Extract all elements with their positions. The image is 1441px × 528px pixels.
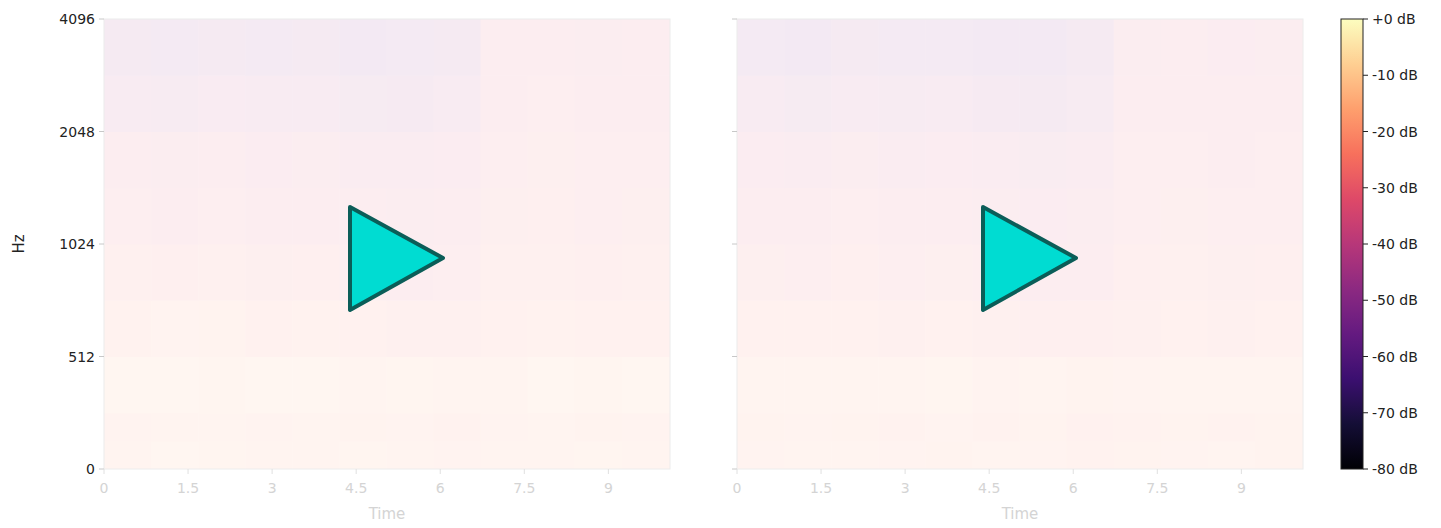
colorbar-tick: [1363, 187, 1368, 188]
x-tick: [188, 469, 189, 474]
x-tick-label: 9: [604, 480, 613, 496]
x-axis-title: Time: [1001, 505, 1039, 523]
x-tick: [989, 469, 990, 474]
x-tick: [905, 469, 906, 474]
x-tick-label: 0: [100, 480, 109, 496]
y-tick: [99, 356, 104, 357]
y-tick: [732, 19, 737, 20]
y-axis-title: Hz: [10, 234, 28, 253]
y-tick-label: 2048: [59, 124, 95, 140]
colorbar-tick-label: -80 dB: [1372, 461, 1418, 477]
colorbar-tick: [1363, 300, 1368, 301]
colorbar-tick: [1363, 469, 1368, 470]
x-tick: [1241, 469, 1242, 474]
colorbar-tick-label: -20 dB: [1372, 124, 1418, 140]
y-tick: [732, 356, 737, 357]
colorbar: +0 dB -10 dB -20 dB -30 dB -40 dB -50 dB -60 d…: [1341, 11, 1418, 477]
colorbar-tick: [1363, 356, 1368, 357]
figure: 0 512 1024 2048 4096 0 1.5 3 4.5 6 7.5 9 Time Hz 0 1.5 3…: [0, 0, 1441, 528]
colorbar-tick-label: -10 dB: [1372, 67, 1418, 83]
cells: [737, 19, 1303, 469]
y-tick-label: 0: [86, 461, 95, 477]
x-tick: [1157, 469, 1158, 474]
cells: [104, 19, 670, 469]
x-tick-label: 1.5: [810, 480, 832, 496]
x-axis-title: Time: [368, 505, 406, 523]
colorbar-body: [1341, 19, 1363, 469]
colorbar-tick: [1363, 75, 1368, 76]
y-tick: [732, 469, 737, 470]
x-tick-label: 4.5: [345, 480, 367, 496]
y-tick: [99, 244, 104, 245]
colorbar-tick-label: -30 dB: [1372, 180, 1418, 196]
x-tick-label: 4.5: [978, 480, 1000, 496]
colorbar-tick: [1363, 131, 1368, 132]
colorbar-tick: [1363, 244, 1368, 245]
panel: 0 1.5 3 4.5 6 7.5 9 Time: [732, 19, 1304, 523]
colorbar-tick-label: -60 dB: [1372, 349, 1418, 365]
x-tick-label: 3: [901, 480, 910, 496]
colorbar-tick-label: +0 dB: [1372, 11, 1416, 27]
y-tick: [99, 19, 104, 20]
x-tick-label: 1.5: [177, 480, 199, 496]
y-tick: [99, 469, 104, 470]
x-tick-label: 9: [1237, 480, 1246, 496]
play-button[interactable]: [350, 207, 443, 310]
x-tick-label: 7.5: [513, 480, 535, 496]
x-tick: [524, 469, 525, 474]
x-tick-label: 7.5: [1146, 480, 1168, 496]
x-tick: [1073, 469, 1074, 474]
x-tick: [356, 469, 357, 474]
y-tick-label: 1024: [59, 236, 95, 252]
y-tick-label: 512: [68, 349, 95, 365]
x-tick: [608, 469, 609, 474]
x-tick: [104, 469, 105, 474]
x-tick-label: 3: [268, 480, 277, 496]
colorbar-tick: [1363, 412, 1368, 413]
colorbar-tick-label: -70 dB: [1372, 405, 1418, 421]
x-tick: [737, 469, 738, 474]
colorbar-tick-label: -50 dB: [1372, 292, 1418, 308]
y-tick: [732, 244, 737, 245]
x-tick: [272, 469, 273, 474]
x-tick-label: 6: [1069, 480, 1078, 496]
y-tick: [732, 131, 737, 132]
frame: [737, 19, 1303, 469]
frame: [104, 19, 670, 469]
x-tick: [440, 469, 441, 474]
colorbar-tick: [1363, 19, 1368, 20]
fade-overlay: [104, 19, 670, 469]
colorbar-tick-label: -40 dB: [1372, 236, 1418, 252]
y-tick-label: 4096: [59, 11, 95, 27]
x-tick-label: 6: [436, 480, 445, 496]
fade-overlay: [737, 19, 1303, 469]
x-tick: [821, 469, 822, 474]
panel: 0 512 1024 2048 4096 0 1.5 3 4.5 6 7.5 9 Time Hz: [10, 11, 671, 523]
x-tick-label: 0: [733, 480, 742, 496]
play-button[interactable]: [983, 207, 1076, 310]
y-tick: [99, 131, 104, 132]
